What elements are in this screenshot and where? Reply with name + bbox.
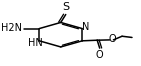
Text: S: S (62, 2, 69, 12)
Text: H2N: H2N (1, 23, 22, 33)
Text: HN: HN (28, 38, 43, 48)
Text: N: N (82, 22, 89, 32)
Text: O: O (96, 50, 103, 60)
Text: O: O (108, 34, 116, 44)
